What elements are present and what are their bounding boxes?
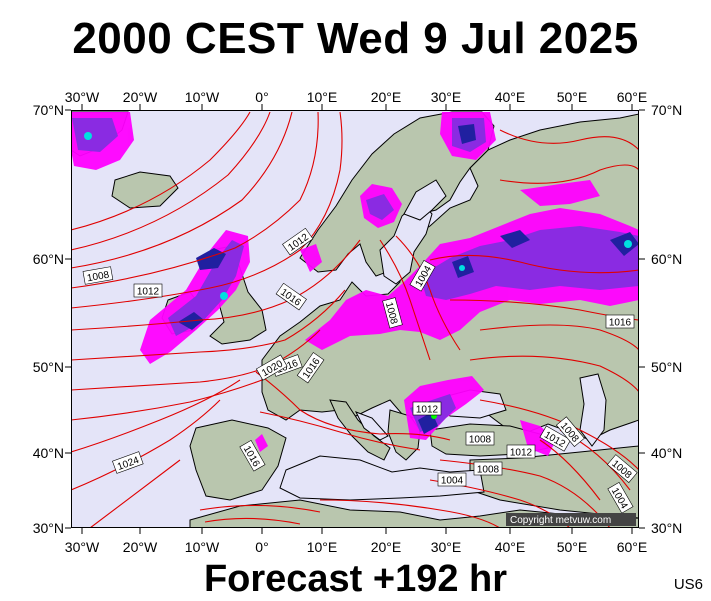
lon-label-top: 40°E [495, 89, 526, 105]
lon-label-bottom: 20°E [371, 539, 402, 555]
lon-label-bottom: 0° [255, 539, 268, 555]
lon-label-top: 10°E [307, 89, 338, 105]
lat-label-left: 50°N [33, 359, 64, 375]
svg-text:1016: 1016 [609, 318, 632, 329]
lat-label-right: 50°N [651, 359, 682, 375]
lon-label-top: 50°E [557, 89, 588, 105]
land-iceland [111, 171, 179, 209]
isobar-label: 1004 [437, 472, 467, 487]
longitude-labels-top: 30°W 20°W 10°W 0° 10°E 20°E 30°E 40°E 50°E 60°E [65, 89, 647, 105]
isobar-label: 1008 [473, 461, 503, 476]
map-title: 2000 CEST Wed 9 Jul 2025 [72, 14, 639, 63]
land-italy [329, 399, 391, 461]
isobar-label: 1012 [412, 401, 442, 416]
lon-label-top: 20°W [123, 89, 158, 105]
lat-label-right: 40°N [651, 445, 682, 461]
lon-label-bottom: 30°W [65, 539, 100, 555]
map-frame [71, 110, 639, 528]
product-code: US6 [673, 576, 703, 593]
lat-label-left: 40°N [33, 445, 64, 461]
copyright-background [506, 513, 636, 526]
lon-label-bottom: 60°E [617, 539, 648, 555]
forecast-hour: Forecast +192 hr [203, 558, 508, 600]
svg-text:1008: 1008 [86, 270, 110, 285]
lon-label-bottom: 10°W [185, 539, 220, 555]
isobar-label: 1016 [605, 314, 635, 329]
lon-label-bottom: 40°E [495, 539, 526, 555]
lat-label-left: 60°N [33, 251, 64, 267]
lat-label-left: 70°N [33, 102, 64, 118]
latitude-labels-left: 70°N 60°N 50°N 40°N 30°N [33, 102, 64, 536]
lat-label-right: 60°N [651, 251, 682, 267]
sea-mediterranean [279, 455, 485, 501]
svg-text:1012: 1012 [137, 287, 160, 298]
svg-text:1008: 1008 [477, 465, 500, 476]
lon-label-top: 10°W [185, 89, 220, 105]
lat-label-right: 70°N [651, 102, 682, 118]
lon-label-bottom: 20°W [123, 539, 158, 555]
lon-label-top: 20°E [371, 89, 402, 105]
lon-label-top: 30°E [431, 89, 462, 105]
lon-label-top: 30°W [65, 89, 100, 105]
svg-text:1008: 1008 [469, 435, 492, 446]
latitude-labels-right: 70°N 60°N 50°N 40°N 30°N [651, 102, 682, 536]
sea-gulf-of-bothnia [403, 179, 447, 221]
svg-text:1012: 1012 [416, 405, 439, 416]
lat-label-left: 30°N [33, 520, 64, 536]
lon-label-top: 60°E [617, 89, 648, 105]
lon-label-bottom: 10°E [307, 539, 338, 555]
copyright-text: Copyright metvuw.com [510, 515, 611, 526]
isobar-label: 1008 [465, 431, 495, 446]
isobar-label: 1016 [239, 439, 266, 472]
lon-label-bottom: 30°E [431, 539, 462, 555]
longitude-labels-bottom: 30°W 20°W 10°W 0° 10°E 20°E 30°E 40°E 50°E 60°E [65, 539, 647, 555]
isobar-label: 1012 [133, 283, 163, 298]
inland-seas [279, 179, 607, 501]
isobar-label: 1008 [82, 266, 114, 285]
sea-baltic [379, 199, 433, 285]
svg-text:1004: 1004 [441, 476, 464, 487]
lon-label-bottom: 50°E [557, 539, 588, 555]
svg-text:1012: 1012 [510, 448, 533, 459]
sea-adriatic [354, 411, 389, 441]
isobar-label: 1012 [506, 444, 536, 459]
land-scandinavia [299, 111, 495, 277]
lon-label-top: 0° [255, 89, 268, 105]
lat-label-right: 30°N [651, 520, 682, 536]
sea-caspian [579, 373, 607, 447]
tick-marks [65, 104, 645, 534]
